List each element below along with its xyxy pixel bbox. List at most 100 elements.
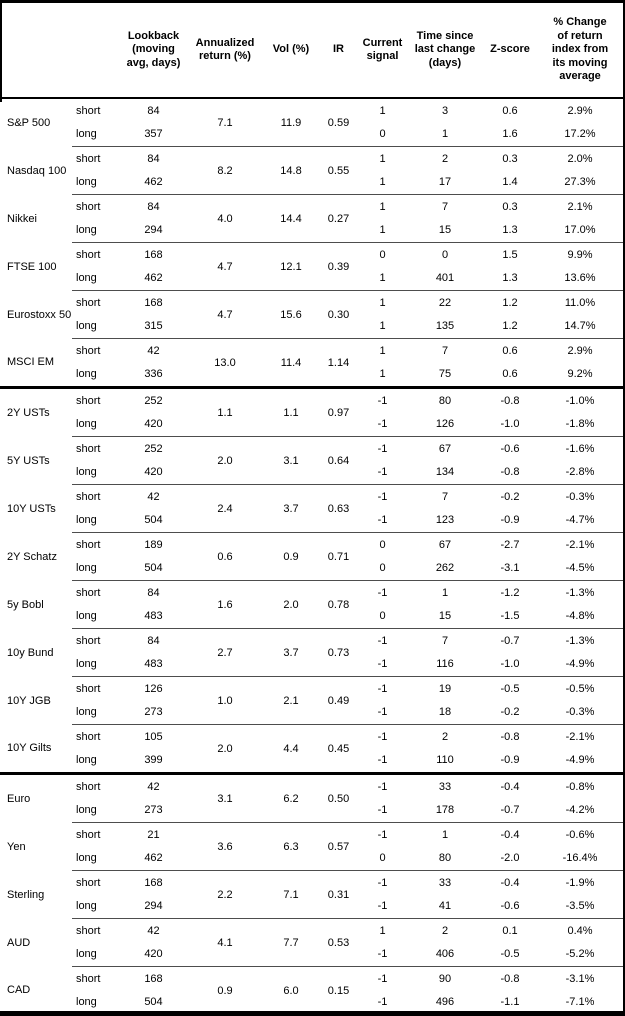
zscore-value: -0.2 — [500, 706, 520, 719]
lookback-value: 42 — [122, 484, 185, 509]
instrument-row-long: long 462 0 80 -2.0 -16.4% — [0, 847, 623, 871]
pct-change-value: -2.1% — [535, 532, 623, 557]
pct-change-value: -1.6% — [535, 436, 623, 461]
instrument-name: CAD — [7, 984, 31, 997]
vol-value: 2.1 — [265, 676, 317, 725]
lookback-value: 420 — [144, 418, 163, 431]
instrument-row-long: long 504 -1 496 -1.1 -7.1% — [0, 991, 623, 1012]
time-since-value: 496 — [435, 996, 455, 1009]
ir-value: 0.63 — [317, 484, 360, 533]
vol-value: 1.1 — [265, 386, 317, 437]
zscore-value: -1.0 — [500, 658, 520, 671]
vol-value: 7.1 — [265, 870, 317, 919]
horizon-header — [72, 3, 122, 99]
instrument-row-short: 10Y Gilts short 105 2.0 4.4 0.45 -1 2 -0.8 -2.1% — [0, 724, 623, 774]
vol-value: 6.2 — [265, 772, 317, 823]
ir-value: 0.53 — [317, 918, 360, 967]
lookback-value: 462 — [144, 176, 163, 189]
instrument-name: Sterling — [7, 888, 45, 901]
pct-change-value: 17.2% — [564, 128, 596, 141]
time-since-value: 18 — [438, 706, 452, 719]
vol-value: 4.4 — [265, 724, 317, 774]
lookback-value: 252 — [122, 386, 185, 413]
horizon-label: short — [72, 532, 122, 557]
pct-change-value: -1.9% — [535, 870, 623, 895]
time-since-value: 1 — [405, 580, 485, 605]
signal-value: -1 — [377, 948, 388, 961]
zscore-value: 1.3 — [502, 224, 518, 237]
time-since-value: 75 — [438, 368, 452, 381]
vol-value: 6.0 — [265, 966, 317, 1011]
pct-change-value: -0.5% — [535, 676, 623, 701]
instrument-row-long: long 504 0 262 -3.1 -4.5% — [0, 557, 623, 581]
time-since-value: 41 — [438, 900, 452, 913]
instrument-name: Nasdaq 100 — [7, 164, 67, 177]
zscore-value: 0.6 — [485, 338, 535, 363]
horizon-label: short — [72, 386, 122, 413]
vol-value: 14.4 — [265, 194, 317, 243]
annualized-return-value: 1.0 — [185, 676, 265, 725]
time-since-value: 7 — [405, 484, 485, 509]
time-since-value: 7 — [405, 338, 485, 363]
zscore-value: -0.5 — [485, 676, 535, 701]
pct-change-value: 2.9% — [535, 338, 623, 363]
zscore-value: 1.5 — [485, 242, 535, 267]
lookback-value: 84 — [122, 580, 185, 605]
instrument-row-long: long 294 -1 41 -0.6 -3.5% — [0, 895, 623, 919]
horizon-label: short — [72, 290, 122, 315]
zscore-value: -1.5 — [500, 610, 520, 623]
instrument-name: S&P 500 — [7, 116, 51, 129]
signal-value: -1 — [377, 754, 388, 767]
ir-value: 0.15 — [317, 966, 360, 1011]
instrument-row-short: Euro short 42 3.1 6.2 0.50 -1 33 -0.4 -0.8% — [0, 772, 623, 823]
time-since-value: 33 — [405, 870, 485, 895]
signal-value: 0 — [379, 128, 386, 141]
current-signal-header: Current signal — [360, 3, 405, 99]
instrument-name: 2Y Schatz — [7, 550, 57, 563]
instrument-row-short: Nikkei short 84 4.0 14.4 0.27 1 7 0.3 2.1% — [0, 194, 623, 243]
zscore-value: -0.9 — [500, 754, 520, 767]
horizon-label: short — [72, 870, 122, 895]
pct-change-value: -4.7% — [565, 514, 595, 527]
pct-change-value: -1.0% — [535, 386, 623, 413]
lookback-value: 462 — [144, 852, 163, 865]
signal-value: 0 — [360, 532, 405, 557]
signal-value: 1 — [379, 104, 386, 117]
instrument-row-long: long 399 -1 110 -0.9 -4.9% — [0, 749, 623, 774]
horizon-label: long — [76, 514, 97, 527]
instrument-row-long: long 273 -1 18 -0.2 -0.3% — [0, 701, 623, 725]
pct-change-value: 17.0% — [564, 224, 596, 237]
zscore-value: -0.4 — [485, 822, 535, 847]
zscore-value: 0.6 — [502, 368, 518, 381]
signal-value: 0 — [360, 242, 405, 267]
time-since-value: 3 — [441, 104, 449, 117]
pct-change-value: 11.0% — [535, 290, 623, 315]
table-left-border — [0, 3, 2, 102]
pct-change-value: -4.8% — [565, 610, 595, 623]
horizon-label: short — [76, 104, 101, 117]
signal-value: 1 — [360, 146, 405, 171]
horizon-label: short — [72, 242, 122, 267]
pct-change-value: 2.9% — [567, 104, 593, 117]
horizon-label: short — [72, 772, 122, 799]
horizon-label: long — [76, 320, 97, 333]
vol-value: 11.4 — [265, 338, 317, 388]
zscore-value: -0.6 — [500, 900, 520, 913]
instrument-row-long: long 273 -1 178 -0.7 -4.2% — [0, 799, 623, 823]
instrument-row-short: AUD short 42 4.1 7.7 0.53 1 2 0.1 0.4% — [0, 918, 623, 967]
signal-value: 0 — [379, 562, 386, 575]
zscore-value: 0.3 — [485, 194, 535, 219]
lookback-value: 315 — [144, 320, 163, 333]
time-since-value: 2 — [405, 918, 485, 943]
lookback-value: 294 — [144, 900, 163, 913]
time-since-header: Time since last change (days) — [405, 3, 485, 99]
signal-value: -1 — [377, 804, 388, 817]
zscore-value: -0.7 — [500, 804, 520, 817]
instrument-row-long: long 420 -1 126 -1.0 -1.8% — [0, 413, 623, 437]
horizon-label: long — [76, 176, 97, 189]
ir-value: 0.78 — [317, 580, 360, 629]
pct-change-value: -0.3% — [565, 706, 595, 719]
instrument-name: 5y Bobl — [7, 598, 44, 611]
ir-header: IR — [317, 3, 360, 99]
lookback-value: 462 — [144, 272, 163, 285]
